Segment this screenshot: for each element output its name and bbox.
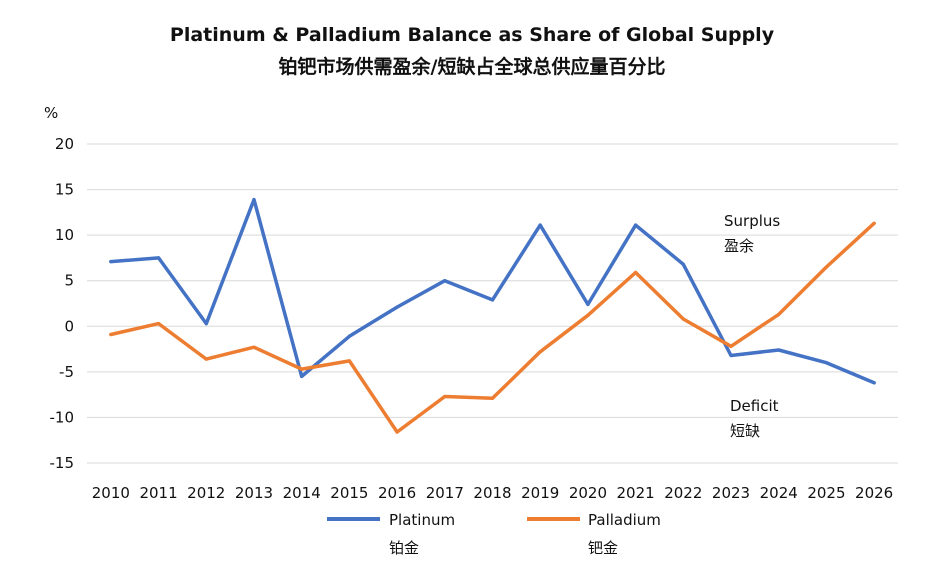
x-tick-label: 2012: [187, 484, 225, 502]
data-point-palladium: [729, 344, 733, 348]
data-point-palladium: [681, 317, 685, 321]
y-tick-label: -15: [50, 454, 75, 472]
x-tick-label: 2026: [855, 484, 893, 502]
data-point-palladium: [395, 430, 399, 434]
chart-title: Platinum & Palladium Balance as Share of…: [170, 24, 775, 46]
x-tick-label: 2024: [760, 484, 798, 502]
x-axis: 2010 2011 2012 2013 2014 2015 2016 2017 2018 2019…: [92, 484, 893, 502]
data-point-platinum: [681, 262, 685, 266]
data-point-palladium: [109, 332, 113, 337]
data-point-palladium: [347, 359, 351, 363]
annotation-surplus: Surplus: [724, 212, 780, 230]
data-point-platinum: [777, 348, 781, 352]
gridlines: [87, 143, 898, 464]
x-tick-label: 2023: [712, 484, 750, 502]
data-point-palladium: [538, 350, 542, 354]
y-tick-label: 20: [55, 135, 74, 153]
annotation-deficit: Deficit: [730, 397, 779, 415]
data-point-platinum: [347, 334, 351, 338]
x-tick-label: 2021: [617, 484, 655, 502]
legend-label-platinum-cn: 铂金: [389, 539, 419, 557]
x-tick-label: 2013: [235, 484, 273, 502]
data-point-platinum: [538, 223, 542, 227]
x-tick-label: 2022: [664, 484, 702, 502]
data-point-palladium: [490, 396, 495, 400]
x-tick-label: 2011: [139, 484, 177, 502]
data-point-palladium: [634, 270, 638, 275]
data-point-platinum: [586, 302, 590, 307]
data-point-palladium: [443, 394, 447, 399]
data-point-platinum: [634, 223, 638, 227]
legend-label-platinum: Platinum: [389, 511, 455, 529]
data-point-platinum: [395, 305, 399, 309]
y-axis: 20 15 10 5 0 -5 -10 -15: [50, 135, 75, 472]
y-tick-label: -10: [50, 408, 75, 426]
legend-label-palladium-cn: 钯金: [588, 539, 618, 557]
data-point-palladium: [156, 321, 161, 326]
legend-label-palladium: Palladium: [588, 511, 661, 529]
y-tick-label: 15: [55, 181, 74, 199]
data-point-platinum: [872, 381, 876, 385]
y-tick-label: 10: [55, 226, 74, 244]
annotation-surplus-cn: 盈余: [724, 237, 754, 255]
legend: Platinum 铂金 Palladium 钯金: [327, 511, 661, 557]
data-point-platinum: [443, 279, 447, 283]
x-tick-label: 2014: [283, 484, 321, 502]
y-tick-label: 0: [64, 317, 74, 335]
x-tick-label: 2025: [807, 484, 845, 502]
data-point-palladium: [252, 345, 256, 349]
chart-subtitle: 铂钯市场供需盈余/短缺占全球总供应量百分比: [279, 55, 666, 78]
x-tick-label: 2015: [330, 484, 368, 502]
y-tick-label: 5: [64, 272, 74, 290]
data-point-platinum: [729, 353, 733, 358]
data-point-platinum: [824, 361, 829, 365]
x-tick-label: 2018: [473, 484, 511, 502]
data-point-platinum: [490, 298, 495, 302]
x-tick-label: 2020: [569, 484, 607, 502]
x-tick-label: 2016: [378, 484, 416, 502]
data-point-palladium: [872, 221, 876, 225]
data-point-palladium: [300, 367, 304, 371]
annotation-deficit-cn: 短缺: [730, 422, 760, 440]
data-point-platinum: [109, 259, 113, 264]
y-tick-label: -5: [59, 363, 74, 381]
x-tick-label: 2017: [426, 484, 464, 502]
data-point-palladium: [824, 265, 829, 269]
x-tick-label: 2019: [521, 484, 559, 502]
y-axis-label: %: [44, 104, 58, 122]
plot-area: [109, 197, 876, 434]
data-point-platinum: [300, 374, 304, 379]
data-point-palladium: [204, 357, 208, 361]
data-point-palladium: [777, 312, 781, 317]
data-point-platinum: [204, 321, 208, 326]
data-point-platinum: [252, 197, 256, 202]
data-point-palladium: [586, 313, 590, 317]
data-point-platinum: [156, 256, 161, 260]
x-tick-label: 2010: [92, 484, 130, 502]
